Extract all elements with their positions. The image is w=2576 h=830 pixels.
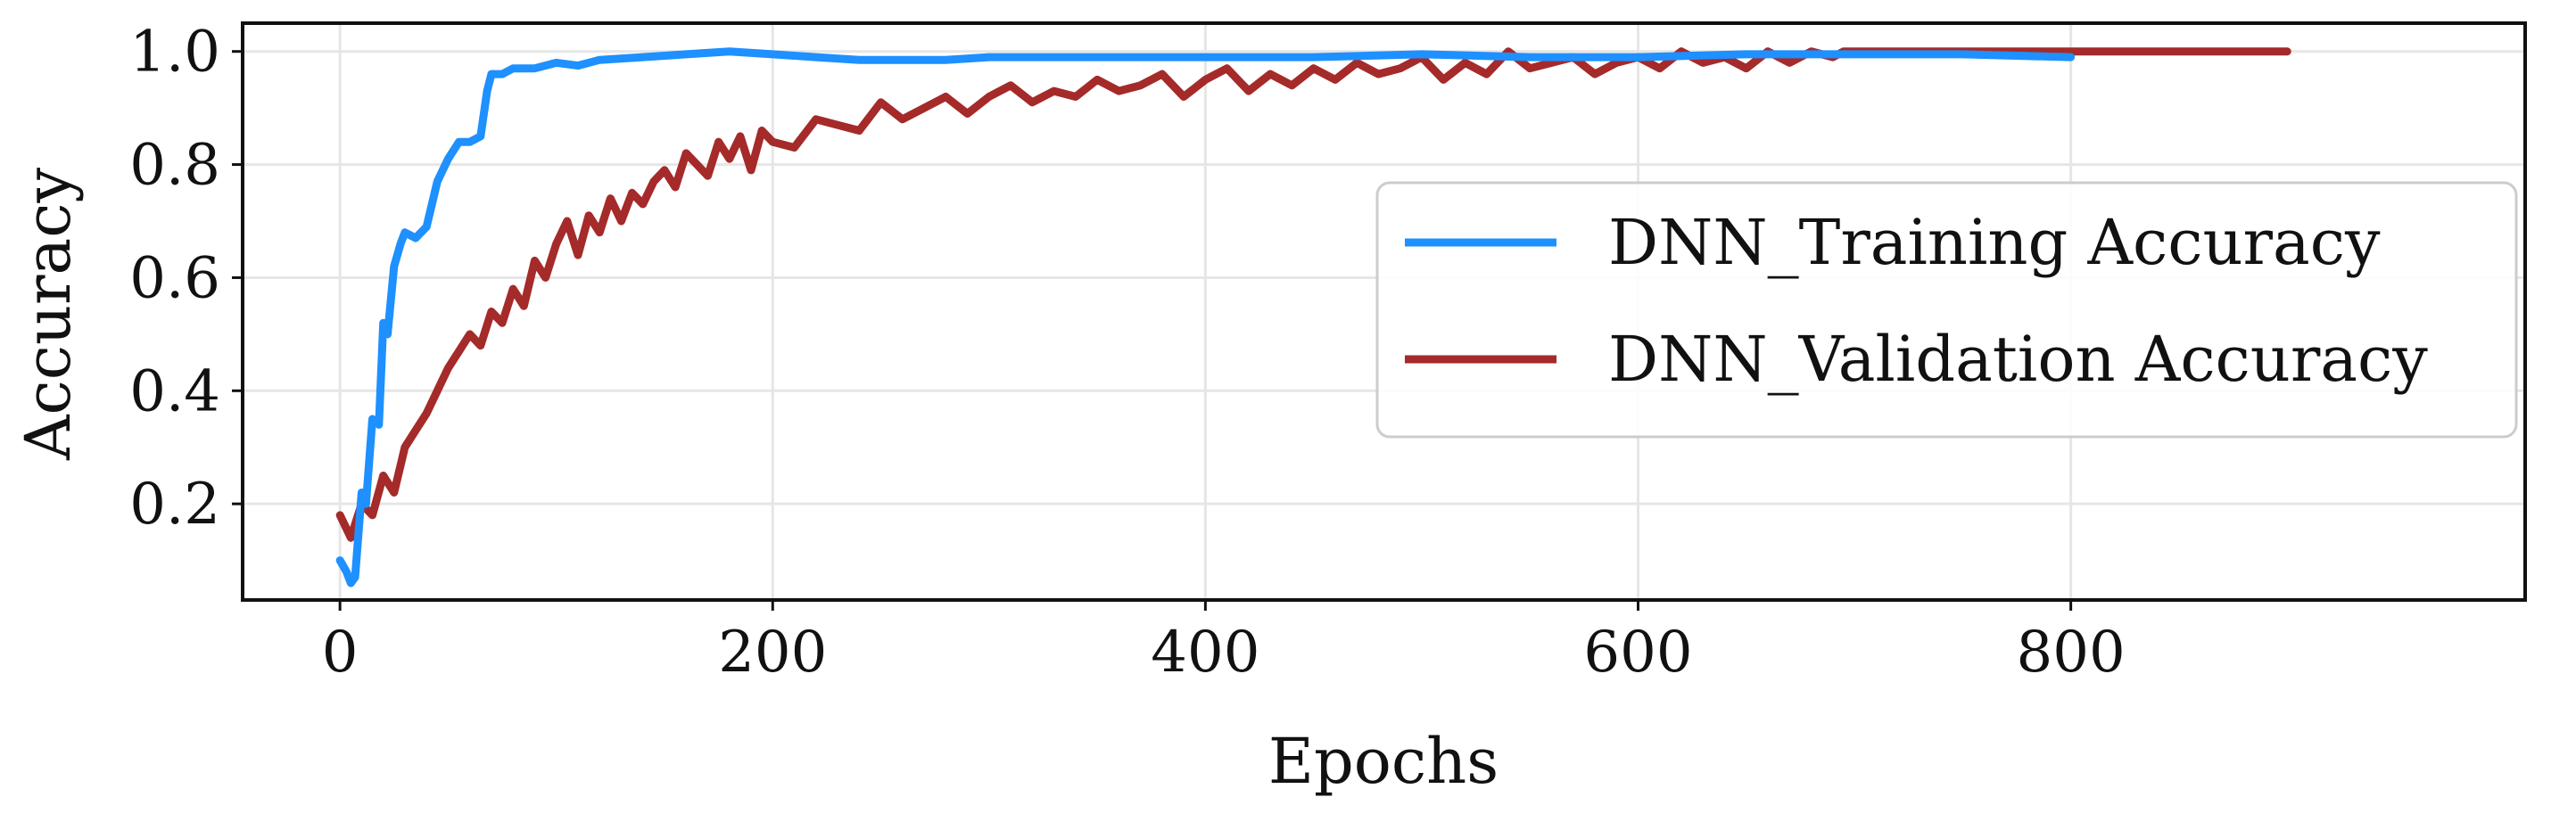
y-tick-label: 0.6	[129, 245, 220, 311]
x-tick-label: 400	[1151, 620, 1259, 686]
x-tick-label: 200	[718, 620, 827, 686]
y-axis-label: Accuracy	[12, 168, 85, 461]
y-tick-label: 0.8	[129, 133, 220, 199]
legend-label-validation: DNN_Validation Accuracy	[1608, 323, 2428, 396]
y-tick-label: 0.2	[129, 472, 220, 538]
x-axis-label: Epochs	[1268, 725, 1499, 798]
plot-frame	[241, 21, 2527, 602]
x-tick-label: 800	[2017, 620, 2126, 686]
legend-box	[1375, 181, 2518, 439]
legend: DNN_Training Accuracy DNN_Validation Acc…	[1375, 181, 2518, 439]
series-line-validation	[335, 47, 2291, 542]
y-tick-label: 0.4	[129, 358, 220, 424]
legend-label-training: DNN_Training Accuracy	[1608, 206, 2381, 279]
series-line-training	[335, 47, 2076, 588]
series-lines	[335, 47, 2291, 588]
x-tick-label: 600	[1583, 620, 1692, 686]
x-tick-label: 0	[322, 620, 359, 686]
axis-ticks: 0 200 400 600 800 0.2 0.4 0.6 0.8 1.0	[129, 20, 2125, 686]
y-tick-label: 1.0	[129, 20, 220, 86]
